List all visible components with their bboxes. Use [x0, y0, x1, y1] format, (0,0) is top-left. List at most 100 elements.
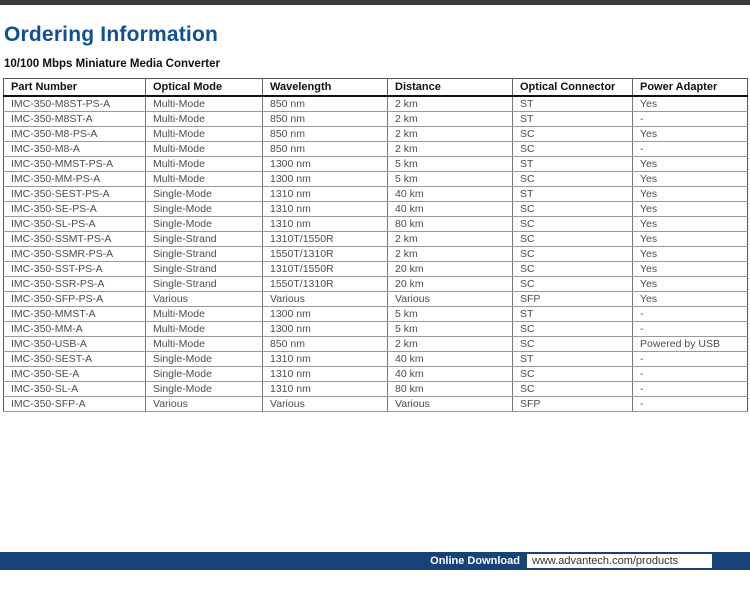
table-cell: - — [632, 351, 748, 367]
table-cell: 20 km — [387, 276, 513, 292]
table-cell: - — [632, 396, 748, 412]
table-row: IMC-350-SL-A Single-Mode 1310 nm 80 km SC - — [3, 381, 748, 397]
table-cell: Multi-Mode — [145, 171, 263, 187]
table-cell: IMC-350-SE-PS-A — [3, 201, 146, 217]
table-cell: 2 km — [387, 246, 513, 262]
table-cell: 20 km — [387, 261, 513, 277]
table-cell: 2 km — [387, 126, 513, 142]
table-cell: SC — [512, 366, 633, 382]
table-cell: ST — [512, 306, 633, 322]
table-cell: 850 nm — [262, 336, 388, 352]
column-header: Wavelength — [262, 78, 388, 97]
table-cell: IMC-350-M8-A — [3, 141, 146, 157]
download-url-link[interactable]: www.advantech.com/products — [527, 554, 712, 568]
table-cell: SC — [512, 216, 633, 232]
table-cell: Various — [387, 396, 513, 412]
table-cell: IMC-350-SST-PS-A — [3, 261, 146, 277]
footer-bar: Online Download www.advantech.com/produc… — [0, 552, 750, 570]
table-cell: SFP — [512, 291, 633, 307]
table-row: IMC-350-SFP-PS-A Various Various Various SFP… — [3, 291, 748, 307]
table-cell: IMC-350-MM-PS-A — [3, 171, 146, 187]
table-cell: IMC-350-SL-A — [3, 381, 146, 397]
table-cell: Single-Mode — [145, 216, 263, 232]
table-cell: Multi-Mode — [145, 336, 263, 352]
table-cell: SC — [512, 336, 633, 352]
table-cell: Yes — [632, 171, 748, 187]
table-row: IMC-350-SSMR-PS-A Single-Strand 1550T/1310… — [3, 246, 748, 262]
table-cell: IMC-350-SSMR-PS-A — [3, 246, 146, 262]
table-cell: Multi-Mode — [145, 126, 263, 142]
column-header: Part Number — [3, 78, 146, 97]
table-cell: Yes — [632, 276, 748, 292]
table-cell: 1300 nm — [262, 321, 388, 337]
table-cell: SC — [512, 171, 633, 187]
online-download-label: Online Download — [430, 555, 520, 567]
table-cell: Multi-Mode — [145, 321, 263, 337]
table-cell: Single-Strand — [145, 261, 263, 277]
table-cell: ST — [512, 111, 633, 127]
table-cell: Single-Mode — [145, 201, 263, 217]
table-row: IMC-350-MM-A Multi-Mode 1300 nm 5 km SC - — [3, 321, 748, 337]
table-cell: Multi-Mode — [145, 111, 263, 127]
table-cell: SC — [512, 126, 633, 142]
column-header: Optical Mode — [145, 78, 263, 97]
table-cell: ST — [512, 156, 633, 172]
table-cell: 2 km — [387, 96, 513, 112]
table-cell: 1310 nm — [262, 201, 388, 217]
table-row: IMC-350-M8-PS-A Multi-Mode 850 nm 2 km SC Yes — [3, 126, 748, 142]
table-cell: 1310 nm — [262, 216, 388, 232]
table-cell: 2 km — [387, 111, 513, 127]
table-cell: SFP — [512, 396, 633, 412]
table-cell: Various — [262, 291, 388, 307]
table-cell: 1300 nm — [262, 171, 388, 187]
table-cell: Single-Mode — [145, 351, 263, 367]
table-cell: IMC-350-SSR-PS-A — [3, 276, 146, 292]
table-row: IMC-350-SFP-A Various Various Various SFP - — [3, 396, 748, 412]
table-cell: IMC-350-SEST-A — [3, 351, 146, 367]
table-cell: Yes — [632, 201, 748, 217]
table-cell: Single-Mode — [145, 366, 263, 382]
table-cell: 1310 nm — [262, 381, 388, 397]
table-cell: IMC-350-MM-A — [3, 321, 146, 337]
table-row: IMC-350-M8-A Multi-Mode 850 nm 2 km SC - — [3, 141, 748, 157]
table-cell: ST — [512, 351, 633, 367]
table-cell: IMC-350-SEST-PS-A — [3, 186, 146, 202]
table-cell: IMC-350-SL-PS-A — [3, 216, 146, 232]
table-cell: Various — [262, 396, 388, 412]
table-cell: 40 km — [387, 366, 513, 382]
table-row: IMC-350-SEST-PS-A Single-Mode 1310 nm 40 km… — [3, 186, 748, 202]
table-row: IMC-350-SST-PS-A Single-Strand 1310T/1550R… — [3, 261, 748, 277]
table-cell: Powered by USB — [632, 336, 748, 352]
table-cell: Multi-Mode — [145, 96, 263, 112]
ordering-information-table: Part Number Optical Mode Wavelength Distanc… — [3, 78, 748, 412]
table-cell: 80 km — [387, 216, 513, 232]
table-cell: SC — [512, 231, 633, 247]
table-cell: SC — [512, 321, 633, 337]
table-cell: Multi-Mode — [145, 306, 263, 322]
table-cell: 1310 nm — [262, 366, 388, 382]
table-cell: 5 km — [387, 306, 513, 322]
table-cell: - — [632, 321, 748, 337]
table-head: Part Number Optical Mode Wavelength Distanc… — [3, 78, 748, 97]
table-cell: Single-Strand — [145, 231, 263, 247]
table-cell: Yes — [632, 96, 748, 112]
table-row: IMC-350-SE-PS-A Single-Mode 1310 nm 40 km SC… — [3, 201, 748, 217]
table-cell: 1310T/1550R — [262, 231, 388, 247]
table-cell: - — [632, 366, 748, 382]
table-cell: 1310T/1550R — [262, 261, 388, 277]
table-cell: Single-Strand — [145, 276, 263, 292]
table-cell: 1310 nm — [262, 186, 388, 202]
table-cell: 850 nm — [262, 141, 388, 157]
table-body: IMC-350-M8ST-PS-A Multi-Mode 850 nm 2 km ST Y… — [3, 96, 748, 412]
page-subtitle: 10/100 Mbps Miniature Media Converter — [4, 58, 221, 70]
table-cell: Various — [145, 291, 263, 307]
table-cell: Yes — [632, 261, 748, 277]
table-header-row: Part Number Optical Mode Wavelength Distanc… — [3, 78, 748, 97]
table-cell: Various — [387, 291, 513, 307]
table-cell: IMC-350-M8-PS-A — [3, 126, 146, 142]
table-cell: Yes — [632, 126, 748, 142]
table-cell: 80 km — [387, 381, 513, 397]
table-cell: IMC-350-USB-A — [3, 336, 146, 352]
table-cell: - — [632, 381, 748, 397]
table-cell: Yes — [632, 216, 748, 232]
